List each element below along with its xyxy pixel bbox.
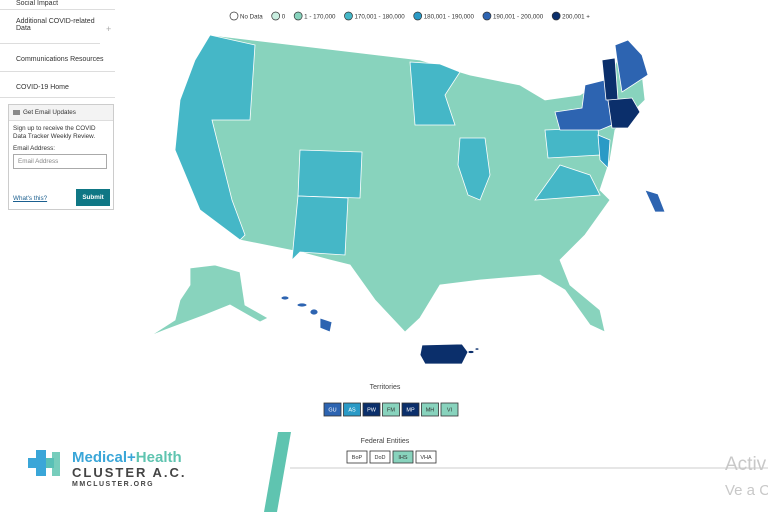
legend-label[interactable]: 170,001 - 180,000 bbox=[354, 14, 405, 21]
logo-cross bbox=[28, 450, 54, 476]
territory-buttons: GU AS PW FM MP MH VI bbox=[323, 402, 459, 417]
filter-button-label[interactable]: IHS bbox=[398, 455, 408, 461]
logo-url: MMCLUSTER.ORG bbox=[72, 481, 154, 488]
logo-subtitle: CLUSTER A.C. bbox=[72, 465, 187, 480]
us-map bbox=[149, 34, 666, 365]
state-region[interactable] bbox=[297, 149, 363, 199]
legend-label[interactable]: 1 - 170,000 bbox=[304, 14, 336, 21]
filter-button[interactable] bbox=[415, 450, 437, 464]
filter-button[interactable] bbox=[421, 402, 439, 417]
email-input[interactable]: Email Address bbox=[13, 154, 107, 169]
state-region[interactable] bbox=[174, 34, 256, 241]
legend-swatch[interactable] bbox=[293, 11, 303, 21]
legend-swatch[interactable] bbox=[551, 11, 561, 21]
federal-buttons: BoP DoD IHS VHA bbox=[346, 450, 437, 464]
legend-swatch[interactable] bbox=[482, 11, 492, 21]
email-box-title: Get Email Updates bbox=[23, 109, 76, 116]
email-box-text: Sign up to receive the COVID Data Tracke… bbox=[13, 125, 96, 140]
legend-swatch[interactable] bbox=[229, 11, 239, 21]
legend-label[interactable]: 0 bbox=[282, 14, 286, 21]
state-region[interactable] bbox=[457, 137, 491, 201]
logo-name: Medical+Health bbox=[72, 449, 182, 466]
filter-button-label[interactable]: MH bbox=[426, 408, 435, 414]
filter-button[interactable] bbox=[382, 402, 400, 417]
state-region[interactable] bbox=[607, 97, 641, 129]
filter-button[interactable] bbox=[323, 402, 342, 417]
email-box-header: Get Email Updates bbox=[9, 105, 113, 121]
filter-button-label[interactable]: AS bbox=[348, 408, 356, 414]
watermark-line: Activ bbox=[725, 454, 767, 475]
email-label: Email Address: bbox=[13, 145, 55, 152]
legend-label[interactable]: 180,001 - 190,000 bbox=[424, 14, 475, 21]
puerto-rico[interactable] bbox=[419, 343, 469, 365]
filter-button[interactable] bbox=[369, 450, 391, 464]
filter-button-label[interactable]: VHA bbox=[420, 455, 432, 461]
filter-button[interactable] bbox=[346, 450, 368, 464]
legend-swatch[interactable] bbox=[344, 11, 353, 21]
filter-button-label[interactable]: MP bbox=[406, 408, 415, 414]
filter-button-label[interactable]: FM bbox=[387, 408, 395, 414]
filter-button[interactable] bbox=[362, 402, 381, 417]
logo-cross bbox=[46, 452, 60, 476]
nav-item[interactable]: Additional COVID-related Data bbox=[0, 16, 100, 44]
logo: Medical+Health CLUSTER A.C. MMCLUSTER.OR… bbox=[28, 449, 187, 488]
filter-button[interactable] bbox=[440, 402, 459, 417]
expand-icon[interactable]: + bbox=[106, 24, 112, 34]
state-region[interactable] bbox=[597, 134, 611, 169]
legend: No Data 0 1 - 170,000 170,001 - 180,000 180,… bbox=[229, 11, 590, 21]
diagonal-stripe bbox=[264, 432, 291, 512]
nav-item[interactable]: Communications Resources bbox=[0, 50, 115, 72]
state-region[interactable] bbox=[291, 195, 349, 262]
legend-swatch[interactable] bbox=[271, 11, 281, 21]
state-region[interactable] bbox=[544, 127, 601, 159]
filter-button-label[interactable]: PW bbox=[367, 408, 377, 414]
hawaii[interactable] bbox=[280, 295, 333, 333]
submit-button[interactable]: Submit bbox=[76, 189, 110, 206]
state-region[interactable] bbox=[534, 164, 601, 201]
filter-button-label[interactable]: DoD bbox=[374, 455, 385, 461]
territories-title: Territories bbox=[370, 384, 401, 391]
nav-item[interactable]: Social Impact bbox=[0, 0, 115, 10]
state-region[interactable] bbox=[409, 61, 461, 126]
federal-title: Federal Entities bbox=[361, 438, 410, 445]
mail-icon bbox=[13, 110, 20, 115]
state-region[interactable] bbox=[614, 39, 649, 93]
legend-label[interactable]: 190,001 - 200,000 bbox=[493, 14, 544, 21]
filter-button[interactable] bbox=[401, 402, 420, 417]
legend-swatch[interactable] bbox=[413, 11, 423, 21]
legend-label[interactable]: No Data bbox=[240, 14, 263, 21]
whats-this-link[interactable]: What's this? bbox=[13, 195, 48, 202]
legend-label[interactable]: 200,001 + bbox=[562, 14, 590, 21]
filter-button[interactable] bbox=[343, 402, 361, 417]
nav-item[interactable]: COVID-19 Home bbox=[0, 78, 115, 98]
state-region[interactable] bbox=[644, 189, 666, 213]
alaska[interactable] bbox=[149, 264, 269, 337]
filter-button-label[interactable]: VI bbox=[447, 408, 453, 414]
email-box: Get Email Updates Sign up to receive the… bbox=[8, 104, 114, 210]
filter-button-label[interactable]: GU bbox=[328, 408, 336, 414]
filter-button[interactable] bbox=[392, 450, 414, 464]
watermark-line: Ve a C bbox=[725, 482, 768, 499]
filter-button-label[interactable]: BoP bbox=[352, 455, 363, 461]
